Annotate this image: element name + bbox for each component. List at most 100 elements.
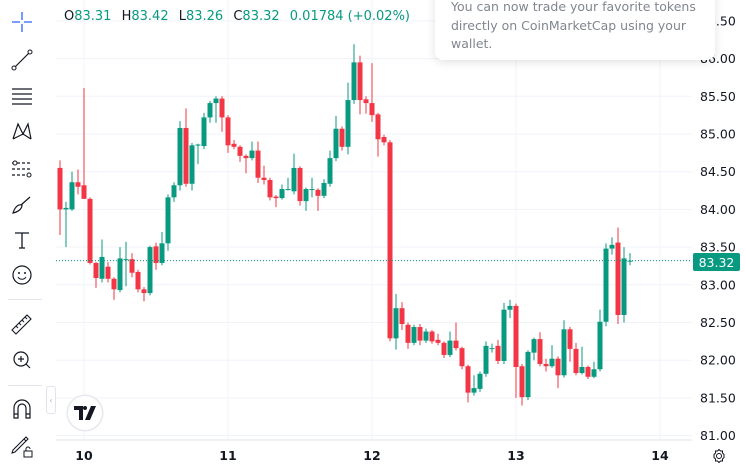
candle-body: [591, 369, 597, 377]
price-tick-label: 81.00: [700, 428, 736, 443]
candle-body: [255, 150, 261, 178]
time-tick-label: 13: [507, 448, 524, 463]
pattern-icon: [12, 122, 32, 140]
candle-body: [81, 185, 87, 199]
brush-tool[interactable]: [8, 191, 36, 219]
candle-body: [297, 167, 303, 202]
text-icon: [15, 232, 29, 249]
candle-body: [471, 388, 477, 393]
price-tick-label: 84.00: [700, 202, 736, 217]
candle-body: [93, 262, 99, 279]
price-tick-label: 81.50: [700, 390, 736, 405]
candle-body: [261, 177, 267, 180]
candle-body: [441, 342, 447, 355]
emoji-tool[interactable]: [8, 261, 36, 289]
candle-body: [213, 98, 219, 104]
price-tick-label: 82.50: [700, 315, 736, 330]
candle-body: [543, 363, 549, 367]
popup-line: wallet.: [451, 36, 493, 51]
candle-body: [171, 185, 177, 198]
text-tool[interactable]: [8, 226, 36, 254]
candle-body: [585, 366, 591, 377]
settings-gear-icon[interactable]: [711, 448, 727, 464]
drawing-toolbar: [0, 0, 44, 470]
candle-body: [105, 266, 111, 279]
candle-body: [129, 259, 135, 273]
toolbar-divider: [8, 299, 42, 300]
candle-body: [117, 258, 123, 291]
tradingview-logo[interactable]: [68, 396, 102, 430]
candle-body: [627, 260, 633, 262]
emoji-icon: [12, 265, 32, 285]
popup-line: directly on CoinMarketCap using your: [451, 17, 687, 33]
candle-body: [147, 247, 153, 294]
lock-drawings-icon: [11, 436, 33, 458]
candle-body: [399, 308, 405, 325]
candle-body: [69, 182, 75, 210]
time-tick-label: 14: [651, 448, 669, 463]
candle-body: [567, 329, 573, 349]
candle-body: [525, 351, 531, 398]
candle-body: [231, 143, 237, 147]
magnet-tool[interactable]: [8, 395, 36, 423]
toolbar-divider: [8, 385, 42, 386]
candle-body: [201, 117, 207, 147]
high-value: 83.42: [131, 9, 169, 24]
close-value: 83.32: [242, 9, 280, 24]
candle-body: [159, 243, 165, 263]
candle-body: [357, 62, 363, 101]
crosshair-tool[interactable]: [8, 8, 36, 36]
price-tick-label: 83.00: [700, 277, 736, 292]
candle-body: [447, 340, 453, 355]
low-label: L: [178, 9, 186, 24]
zoom-in-tool[interactable]: [8, 346, 36, 374]
ohlc-legend: O83.31 H83.42 L83.26 C83.32 0.01784 (+0.…: [64, 9, 416, 24]
candle-body: [87, 198, 93, 263]
candle-body: [453, 340, 459, 349]
candle-body: [411, 327, 417, 343]
candle-body: [483, 345, 489, 374]
candle-body: [579, 366, 585, 374]
trade-tooltip-popup: You can now trade your favorite tokens d…: [435, 0, 715, 60]
candle-body: [531, 339, 537, 353]
candle-body: [363, 99, 369, 104]
close-label: C: [233, 9, 243, 24]
candle-body: [303, 189, 309, 202]
candle-body: [561, 329, 567, 376]
fib-retracement-icon: [12, 88, 32, 105]
candle-body: [135, 271, 141, 290]
ruler-tool[interactable]: [8, 310, 36, 338]
candle-body: [63, 207, 69, 210]
brush-icon: [12, 196, 31, 214]
candle-body: [351, 62, 357, 101]
candle-body: [555, 358, 561, 376]
candle-body: [219, 98, 225, 118]
candle-body: [207, 103, 213, 118]
candle-body: [537, 339, 543, 364]
candle-body: [597, 321, 603, 370]
lock-drawings-tool[interactable]: [8, 432, 36, 460]
candle-body: [417, 327, 423, 341]
prediction-tool[interactable]: [8, 155, 36, 183]
candle-body: [405, 324, 411, 343]
candle-body: [153, 246, 159, 263]
candle-body: [111, 278, 117, 290]
candle-body: [621, 258, 627, 315]
prediction-icon: [12, 160, 32, 178]
candle-body: [339, 128, 345, 147]
time-tick-label: 11: [219, 448, 236, 463]
candle-body: [345, 100, 351, 147]
collapse-toolbar-button[interactable]: ‹: [46, 386, 56, 414]
candle-body: [75, 182, 81, 187]
candle-body: [237, 146, 243, 156]
candle-body: [615, 242, 621, 315]
price-tick-label: 83.50: [700, 240, 736, 255]
change-value: 0.01784 (+0.02%): [289, 9, 411, 24]
current-price-label: 83.32: [693, 253, 740, 271]
pattern-tool[interactable]: [8, 117, 36, 145]
price-tick-label: 85.50: [700, 89, 736, 104]
trend-line-tool[interactable]: [8, 46, 36, 74]
fib-retracement-tool[interactable]: [8, 82, 36, 110]
candle-body: [189, 145, 195, 184]
